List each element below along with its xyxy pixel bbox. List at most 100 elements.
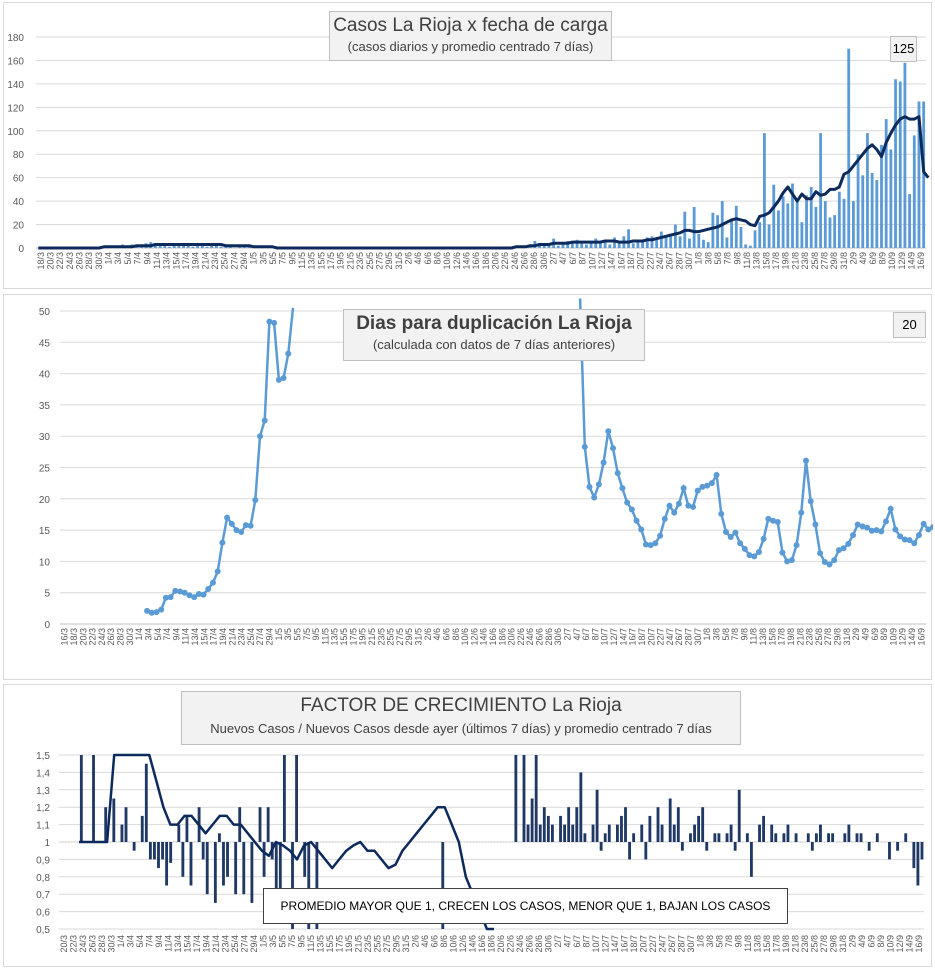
factor-x-tick-label: 11/5	[306, 935, 316, 952]
factor-bar	[563, 824, 567, 842]
factor-x-tick-label: 17/5	[334, 935, 344, 953]
duplicacion-x-tick-label: 19/8	[786, 628, 796, 646]
factor-bar	[904, 833, 908, 842]
casos-bar	[795, 198, 799, 248]
duplicacion-point	[831, 557, 838, 564]
casos-bar	[866, 133, 869, 248]
factor-x-tick-label: 10/9	[886, 935, 896, 953]
factor-bar	[266, 807, 270, 842]
casos-x-tick-label: 30/6	[539, 252, 549, 270]
factor-bar	[542, 807, 546, 842]
duplicacion-x-tick-label: 1/5	[274, 628, 284, 641]
casos-bar	[851, 201, 855, 248]
casos-x-tick-label: 5/5	[268, 252, 278, 265]
casos-bar	[627, 229, 630, 248]
factor-bar	[693, 824, 696, 842]
factor-bar	[226, 842, 229, 877]
duplicacion-x-tick-label: 19/4	[218, 628, 228, 646]
factor-bar	[165, 842, 169, 886]
factor-bar	[749, 842, 753, 877]
casos-x-tick-label: 9/5	[287, 252, 297, 265]
casos-bar	[659, 231, 663, 248]
casos-x-tick-label: 24/3	[65, 252, 75, 270]
factor-x-tick-label: 4/9	[857, 935, 867, 948]
casos-bar	[912, 135, 916, 248]
factor-x-tick-label: 20/6	[496, 935, 506, 953]
factor-bar	[867, 842, 871, 851]
duplicacion-point	[257, 433, 264, 440]
casos-bar	[669, 233, 673, 248]
casos-x-tick-label: 3/8	[703, 252, 713, 265]
duplicacion-point	[205, 585, 212, 592]
duplicacion-x-tick-label: 31/8	[842, 628, 852, 646]
duplicacion-point	[704, 482, 711, 489]
factor-x-tick-label: 14/9	[905, 935, 915, 953]
factor-bar	[628, 842, 631, 860]
factor-x-tick-label: 26/6	[525, 935, 535, 953]
casos-x-tick-label: 27/5	[374, 252, 384, 270]
factor-x-tick-label: 2/9	[848, 935, 858, 948]
factor-x-tick-label: 17/8	[772, 935, 782, 953]
casos-bar	[772, 184, 776, 248]
casos-bar	[238, 246, 242, 248]
duplicacion-point	[901, 536, 908, 543]
duplicacion-x-tick-label: 23/4	[237, 628, 247, 646]
factor-bar	[274, 842, 278, 895]
casos-bar	[636, 239, 640, 248]
casos-x-tick-label: 25/8	[810, 252, 820, 270]
casos-x-tick-label: 21/4	[200, 252, 210, 270]
casos-bar	[613, 237, 616, 248]
duplicacion-point	[219, 539, 226, 546]
duplicacion-x-tick-label: 1/4	[134, 628, 144, 641]
casos-x-tick-label: 8/9	[877, 252, 887, 265]
factor-y-tick-label: 1,2	[36, 803, 50, 814]
casos-bar	[168, 246, 171, 248]
factor-bar	[725, 833, 729, 842]
duplicacion-point	[633, 517, 640, 524]
casos-x-tick-label: 26/3	[75, 252, 85, 270]
duplicacion-point	[892, 526, 899, 533]
factor-x-tick-label: 25/8	[810, 935, 820, 953]
duplicacion-point	[191, 594, 198, 601]
factor-x-tick-label: 16/7	[620, 935, 630, 953]
duplicacion-point	[172, 587, 179, 594]
factor-bar	[120, 824, 124, 842]
casos-x-tick-label: 18/7	[626, 252, 636, 270]
duplicacion-point	[713, 472, 720, 479]
casos-x-tick-label: 12/7	[597, 252, 607, 270]
casos-bar	[823, 201, 827, 248]
casos-bar	[786, 203, 790, 248]
duplicacion-x-tick-label: 8/7	[590, 628, 600, 641]
duplicacion-x-tick-label: 16/3	[60, 628, 70, 646]
factor-x-tick-label: 25/5	[372, 935, 382, 953]
duplicacion-y-tick-label: 10	[39, 557, 51, 568]
factor-bar	[550, 824, 554, 842]
chart-panel-duplicacion: 0 5 10 15 20 25 30 35 40 45 50 16/3 18/3 20/3 22/3 24/3…	[3, 294, 933, 680]
casos-y-tick-label: 120	[7, 103, 24, 114]
casos-bar	[214, 245, 218, 248]
duplicacion-x-tick-label: 3/5	[283, 628, 293, 641]
factor-x-tick-label: 5/4	[135, 935, 145, 948]
casos-bar	[739, 226, 743, 248]
duplicacion-x-tick-label: 6/6	[441, 628, 451, 641]
casos-x-tick-label: 4/7	[558, 252, 568, 265]
factor-bar	[144, 763, 148, 842]
casos-bar	[791, 183, 794, 248]
casos-bar	[678, 236, 682, 248]
factor-bar	[745, 833, 749, 842]
casos-x-tick-label: 8/6	[432, 252, 442, 265]
duplicacion-x-tick-label: 10/7	[600, 628, 610, 646]
factor-x-tick-label: 26/3	[87, 935, 97, 953]
casos-bar	[880, 144, 883, 248]
duplicacion-x-tick-label: 22/7	[656, 628, 666, 646]
casos-x-tick-label: 18/6	[481, 252, 491, 270]
duplicacion-x-tick-label: 9/4	[171, 628, 181, 641]
casos-x-tick-label: 23/4	[210, 252, 220, 270]
casos-bar	[805, 195, 808, 248]
duplicacion-y-tick-label: 20	[39, 495, 51, 506]
duplicacion-point	[854, 521, 861, 528]
factor-bar	[538, 824, 542, 842]
duplicacion-point	[878, 528, 885, 535]
casos-x-tick-label: 23/5	[355, 252, 365, 270]
casos-bar	[711, 212, 715, 248]
